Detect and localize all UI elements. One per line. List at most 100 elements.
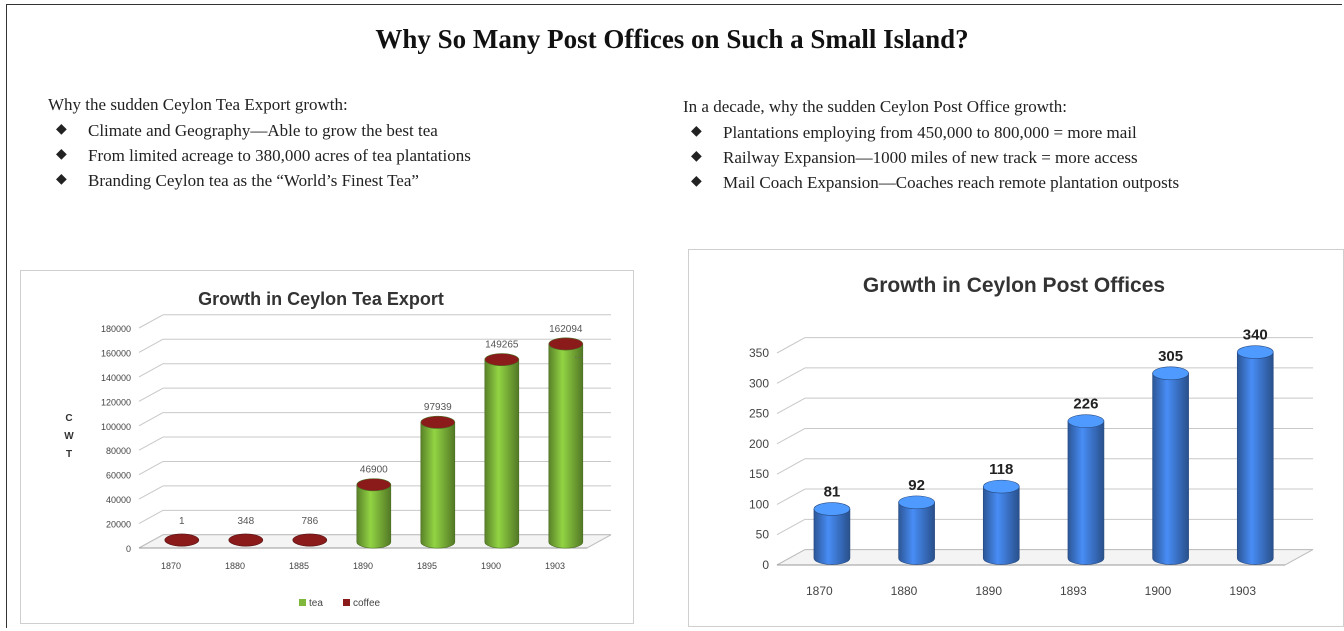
gridline-side bbox=[138, 485, 164, 500]
bar bbox=[1067, 420, 1105, 565]
bullet-icon: ◆ bbox=[691, 149, 702, 164]
tea-export-chart-panel: Growth in Ceylon Tea Export 0 20000 40000 60… bbox=[20, 270, 634, 624]
data-label: 162094 bbox=[549, 324, 583, 335]
gridline-side bbox=[138, 338, 164, 353]
x-tick-label: 1890 bbox=[975, 584, 1002, 598]
y-tick-label: 80000 bbox=[106, 446, 131, 456]
gridline-side bbox=[776, 337, 806, 354]
x-tick-label: 1900 bbox=[481, 561, 501, 571]
data-label: 786 bbox=[301, 516, 318, 527]
bar bbox=[420, 422, 456, 549]
page-title: Why So Many Post Offices on Such a Small… bbox=[375, 24, 969, 54]
bar bbox=[484, 359, 520, 549]
bullet-icon: ◆ bbox=[691, 174, 702, 189]
bar-coffee bbox=[292, 533, 328, 547]
gridline-side bbox=[138, 461, 164, 476]
bar bbox=[898, 502, 935, 565]
data-label: 1 bbox=[179, 516, 185, 527]
legend-swatch bbox=[299, 599, 306, 606]
chart-title: Growth in Ceylon Post Offices bbox=[863, 274, 1165, 297]
gridline-side bbox=[776, 488, 806, 505]
y-tick-label: 120000 bbox=[101, 397, 131, 407]
bar-top bbox=[420, 415, 456, 429]
post-offices-chart: Growth in Ceylon Post Offices 0 50 100 150 20… bbox=[749, 274, 1314, 598]
list-item: ◆ Branding Ceylon tea as the “World’s Fin… bbox=[56, 171, 419, 190]
post-office-reasons-list: In a decade, why the sudden Ceylon Post … bbox=[683, 97, 1179, 198]
post-office-reasons-intro: In a decade, why the sudden Ceylon Post … bbox=[683, 97, 1067, 116]
data-label: 118 bbox=[989, 461, 1013, 478]
bar bbox=[1152, 373, 1189, 565]
bar-top bbox=[548, 337, 584, 351]
gridline-side bbox=[776, 397, 806, 415]
bar-coffee bbox=[228, 533, 264, 547]
data-label: 92 bbox=[908, 477, 925, 494]
y-tick-label: 0 bbox=[762, 558, 769, 572]
data-label: 226 bbox=[1073, 396, 1098, 413]
legend-label: tea bbox=[309, 598, 323, 609]
bar-top bbox=[484, 353, 520, 367]
bullet-icon: ◆ bbox=[691, 124, 702, 139]
gridline-side bbox=[138, 314, 164, 329]
list-item: ◆ Railway Expansion—1000 miles of new tra… bbox=[691, 148, 1138, 167]
y-axis-label: C bbox=[65, 413, 72, 424]
chart-annotation: ... bbox=[574, 349, 583, 361]
x-tick-label: 1885 bbox=[289, 561, 309, 571]
y-tick-label: 60000 bbox=[106, 471, 131, 481]
chart-floor bbox=[776, 549, 1314, 566]
y-tick-label: 200 bbox=[749, 437, 769, 451]
bar-coffee bbox=[164, 533, 200, 547]
x-tick-label: 1870 bbox=[161, 561, 181, 571]
bar-top bbox=[1152, 366, 1189, 381]
x-tick-label: 1870 bbox=[806, 584, 833, 598]
y-tick-label: 20000 bbox=[106, 520, 131, 530]
x-tick-label: 1903 bbox=[1229, 584, 1256, 598]
y-tick-label: 180000 bbox=[101, 324, 131, 334]
gridline-side bbox=[138, 509, 164, 524]
bar-top bbox=[356, 478, 392, 492]
data-label: 340 bbox=[1243, 327, 1268, 344]
bullet-icon: ◆ bbox=[56, 122, 67, 137]
data-label: 81 bbox=[824, 484, 841, 501]
y-tick-label: 40000 bbox=[106, 495, 131, 505]
gridline-side bbox=[138, 436, 164, 451]
gridline-side bbox=[138, 363, 164, 378]
bar-top bbox=[813, 502, 851, 516]
y-tick-label: 50 bbox=[756, 528, 770, 542]
bullet-icon: ◆ bbox=[56, 147, 67, 162]
legend-swatch bbox=[343, 599, 350, 606]
y-tick-label: 0 bbox=[126, 544, 131, 554]
y-tick-label: 160000 bbox=[101, 348, 131, 358]
bar-top bbox=[898, 495, 935, 510]
bar bbox=[1236, 351, 1274, 565]
list-item: ◆ From limited acreage to 380,000 acres o… bbox=[56, 146, 471, 165]
y-tick-label: 140000 bbox=[101, 373, 131, 383]
page-frame bbox=[6, 4, 1342, 628]
data-label: 97939 bbox=[424, 402, 452, 413]
list-item: ◆ Plantations employing from 450,000 to 8… bbox=[691, 123, 1137, 142]
tea-export-chart: Growth in Ceylon Tea Export 0 20000 40000 60… bbox=[64, 289, 612, 609]
data-label: 348 bbox=[237, 516, 254, 527]
y-tick-label: 100 bbox=[749, 497, 769, 511]
gridline-side bbox=[138, 412, 164, 427]
bullet-icon: ◆ bbox=[56, 172, 67, 187]
gridline-side bbox=[776, 428, 806, 445]
y-tick-label: 350 bbox=[749, 346, 769, 360]
y-axis-label: W bbox=[64, 431, 74, 442]
list-item: ◆ Climate and Geography—Able to grow the … bbox=[56, 121, 438, 140]
post-offices-chart-panel: Growth in Ceylon Post Offices 0 50 100 150 20… bbox=[688, 249, 1344, 627]
bar bbox=[982, 486, 1020, 565]
data-label: 149265 bbox=[485, 340, 519, 351]
legend-label: coffee bbox=[353, 598, 380, 609]
y-tick-label: 300 bbox=[749, 376, 769, 390]
y-tick-label: 100000 bbox=[101, 422, 131, 432]
bar bbox=[548, 343, 584, 549]
bar-top bbox=[1067, 414, 1105, 428]
x-tick-label: 1893 bbox=[1060, 584, 1087, 598]
bar-top bbox=[982, 479, 1020, 494]
y-axis-label: T bbox=[66, 449, 72, 460]
x-tick-label: 1890 bbox=[353, 561, 373, 571]
list-item: ◆ Mail Coach Expansion—Coaches reach remo… bbox=[691, 173, 1180, 192]
x-tick-label: 1880 bbox=[891, 584, 918, 598]
chart-title: Growth in Ceylon Tea Export bbox=[198, 289, 444, 309]
gridline-side bbox=[138, 387, 164, 402]
